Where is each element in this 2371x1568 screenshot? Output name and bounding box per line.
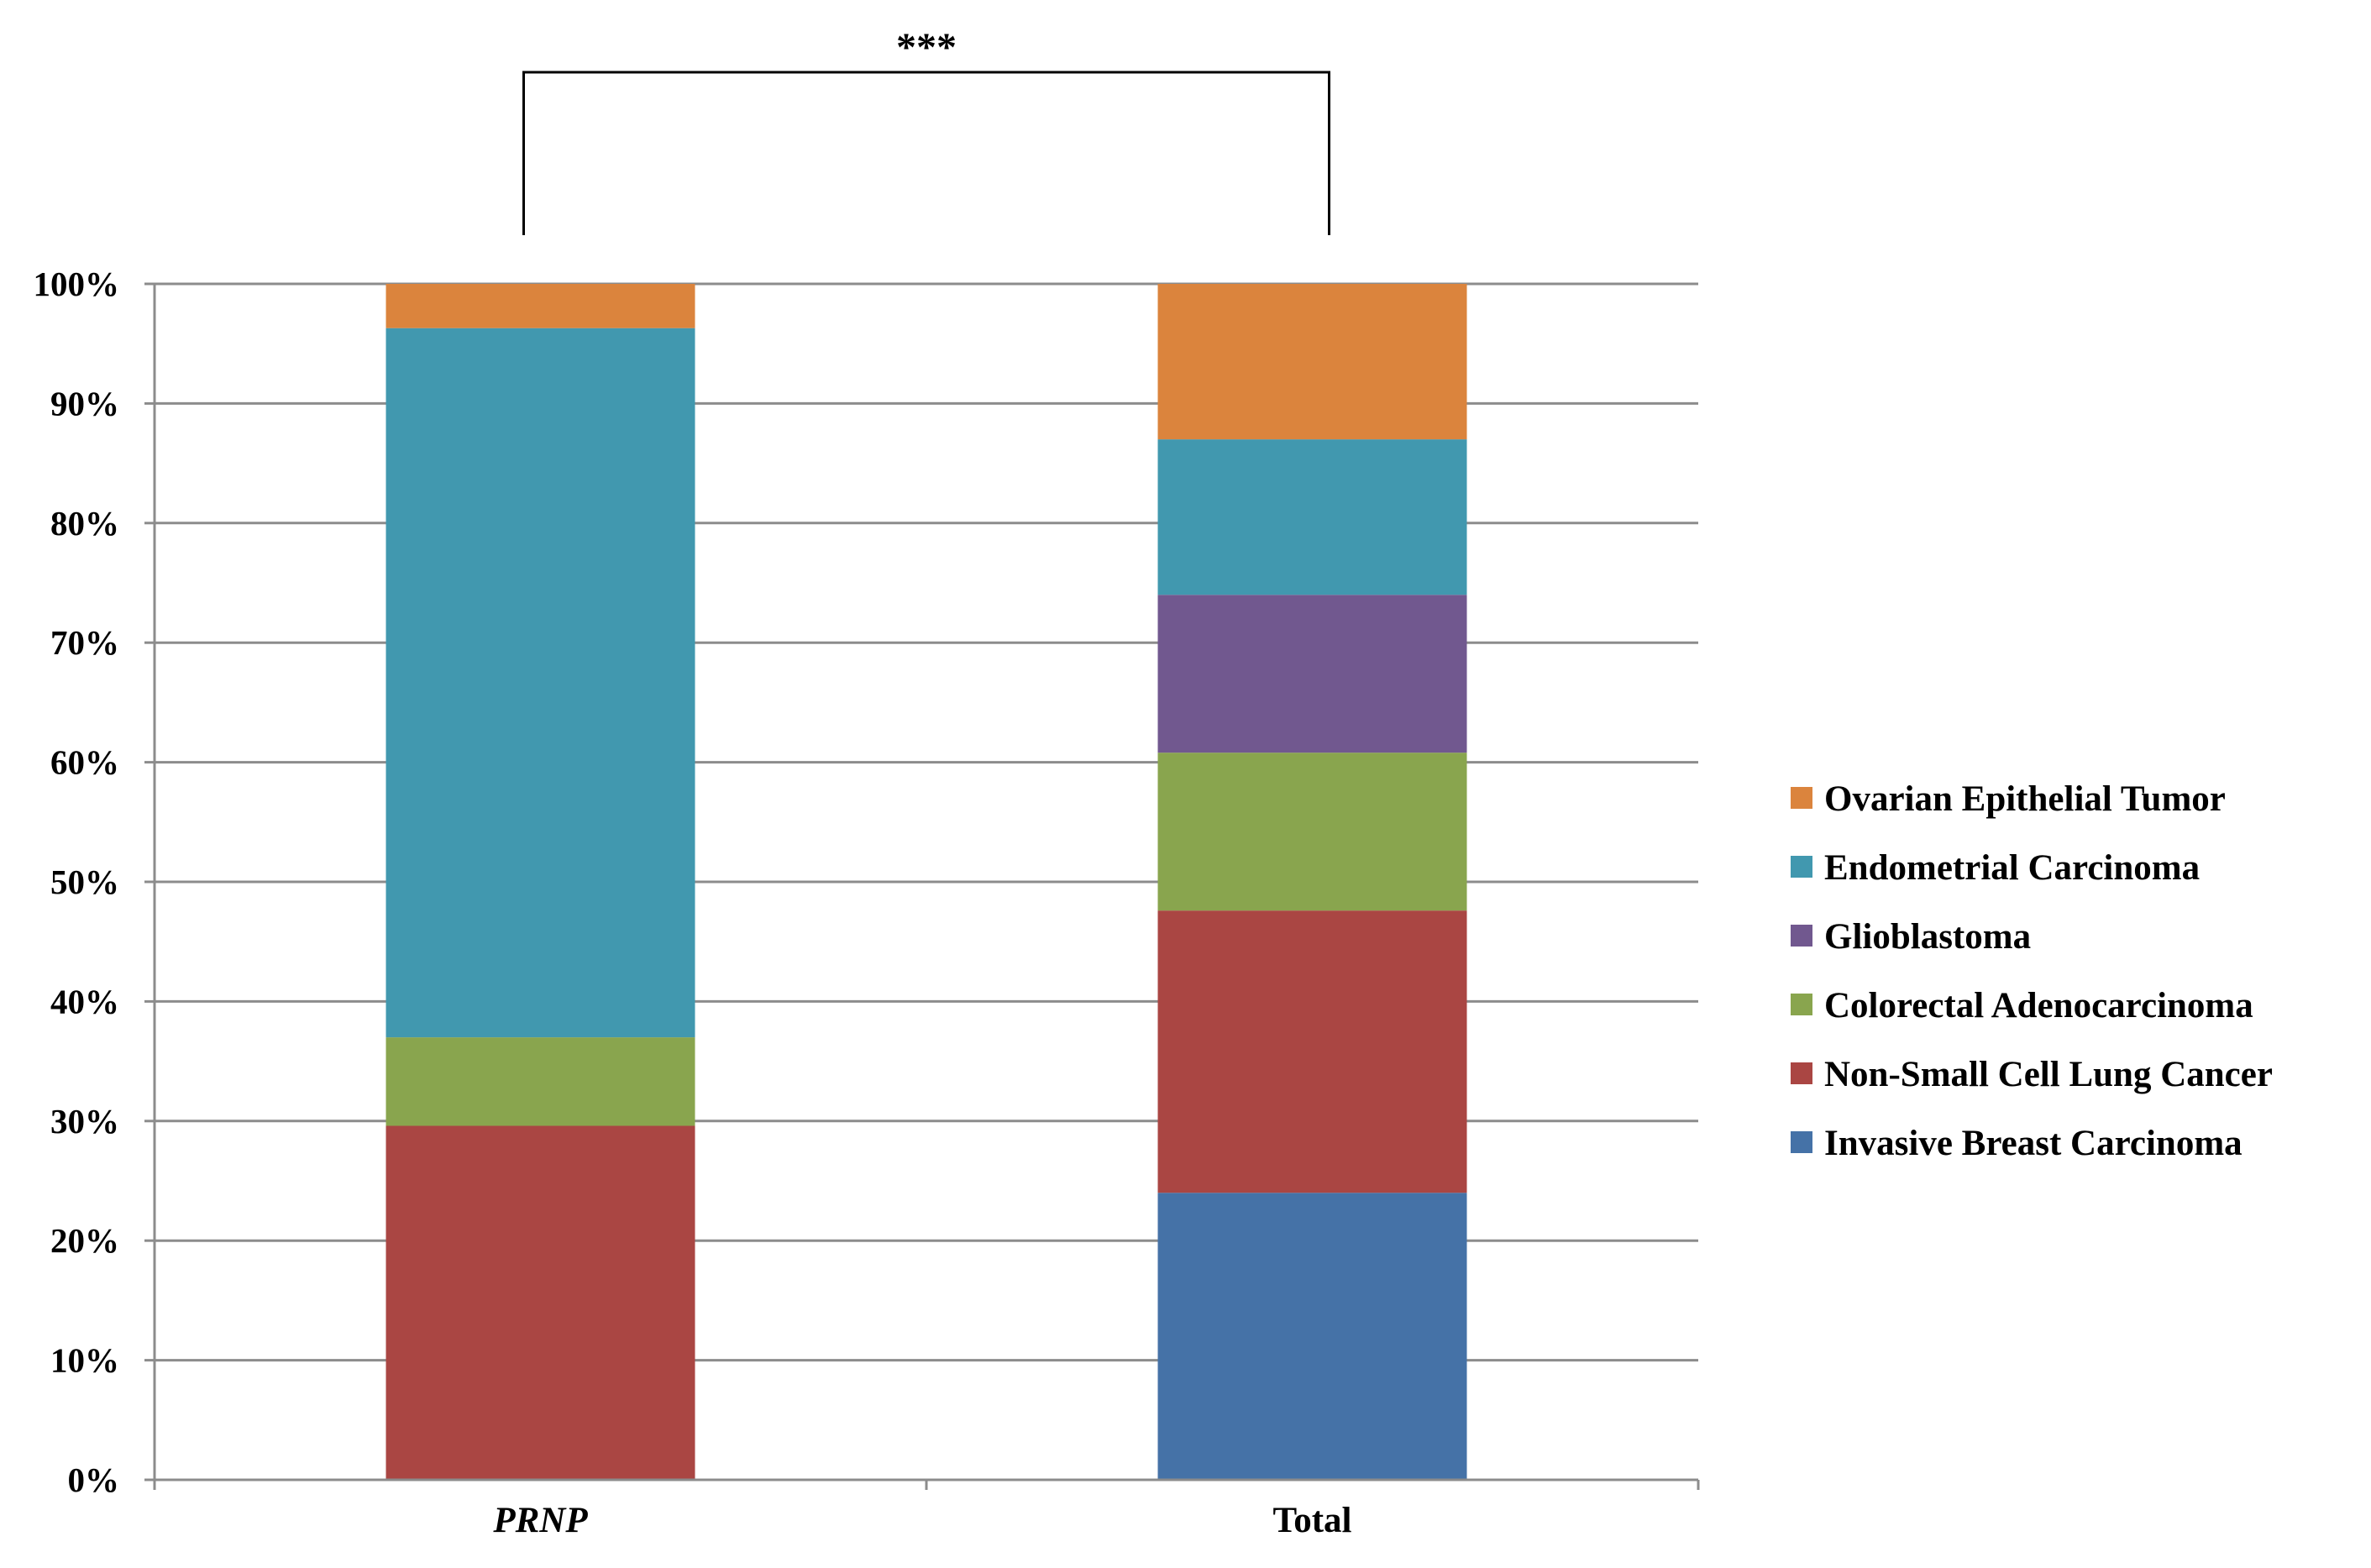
bar-segment-endometrial-carcinoma [386,328,695,1038]
bar-segment-colorectal-adenocarcinoma [386,1037,695,1126]
legend-label: Non-Small Cell Lung Cancer [1824,1055,2273,1094]
y-tick-label: 100% [34,265,120,303]
y-tick-label: 50% [50,863,119,901]
bar-segment-invasive-breast-carcinoma [1157,1193,1467,1480]
bars [386,284,1467,1480]
legend-swatch [1791,1131,1812,1153]
significance-stars: *** [896,25,957,70]
legend-label: Ovarian Epithelial Tumor [1824,779,2226,819]
bar-segment-non-small-cell-lung-cancer [1157,910,1467,1193]
legend-label: Endometrial Carcinoma [1824,848,2200,888]
legend-swatch [1791,925,1812,947]
significance-bracket [522,71,1330,235]
axes [144,282,1700,1490]
bar-segment-colorectal-adenocarcinoma [1157,753,1467,911]
x-category-label: Total [1273,1501,1352,1540]
bar-segment-endometrial-carcinoma [1157,439,1467,595]
x-category-labels: PRNP Total [492,1501,1351,1540]
legend-swatch [1791,787,1812,809]
y-tick-label: 60% [50,743,119,782]
legend-swatch [1791,856,1812,878]
y-tick-label: 10% [50,1341,119,1380]
legend-swatch [1791,994,1812,1015]
bar-segment-ovarian-epithelial-tumor [386,284,695,328]
y-tick-label: 0% [68,1460,120,1499]
bar-segment-glioblastoma [1157,595,1467,753]
y-tick-label: 40% [50,982,119,1020]
legend-label: Invasive Breast Carcinoma [1824,1124,2242,1163]
significance-annotation: *** [522,25,1330,235]
y-tick-label: 70% [50,623,119,662]
y-tick-label: 80% [50,504,119,543]
legend: Ovarian Epithelial Tumor Endometrial Carc… [1791,779,2273,1163]
x-category-label: PRNP [492,1501,588,1540]
bar-segment-non-small-cell-lung-cancer [386,1125,695,1480]
y-tick-label: 30% [50,1102,119,1141]
y-tick-labels: 0% 10% 20% 30% 40% 50% 60% 70% 80% 90% 100% [34,265,120,1499]
y-tick-label: 20% [50,1221,119,1260]
legend-swatch [1791,1062,1812,1084]
legend-label: Colorectal Adenocarcinoma [1824,986,2253,1025]
legend-label: Glioblastoma [1824,917,2031,957]
bar-segment-ovarian-epithelial-tumor [1157,284,1467,440]
y-tick-label: 90% [50,384,119,422]
